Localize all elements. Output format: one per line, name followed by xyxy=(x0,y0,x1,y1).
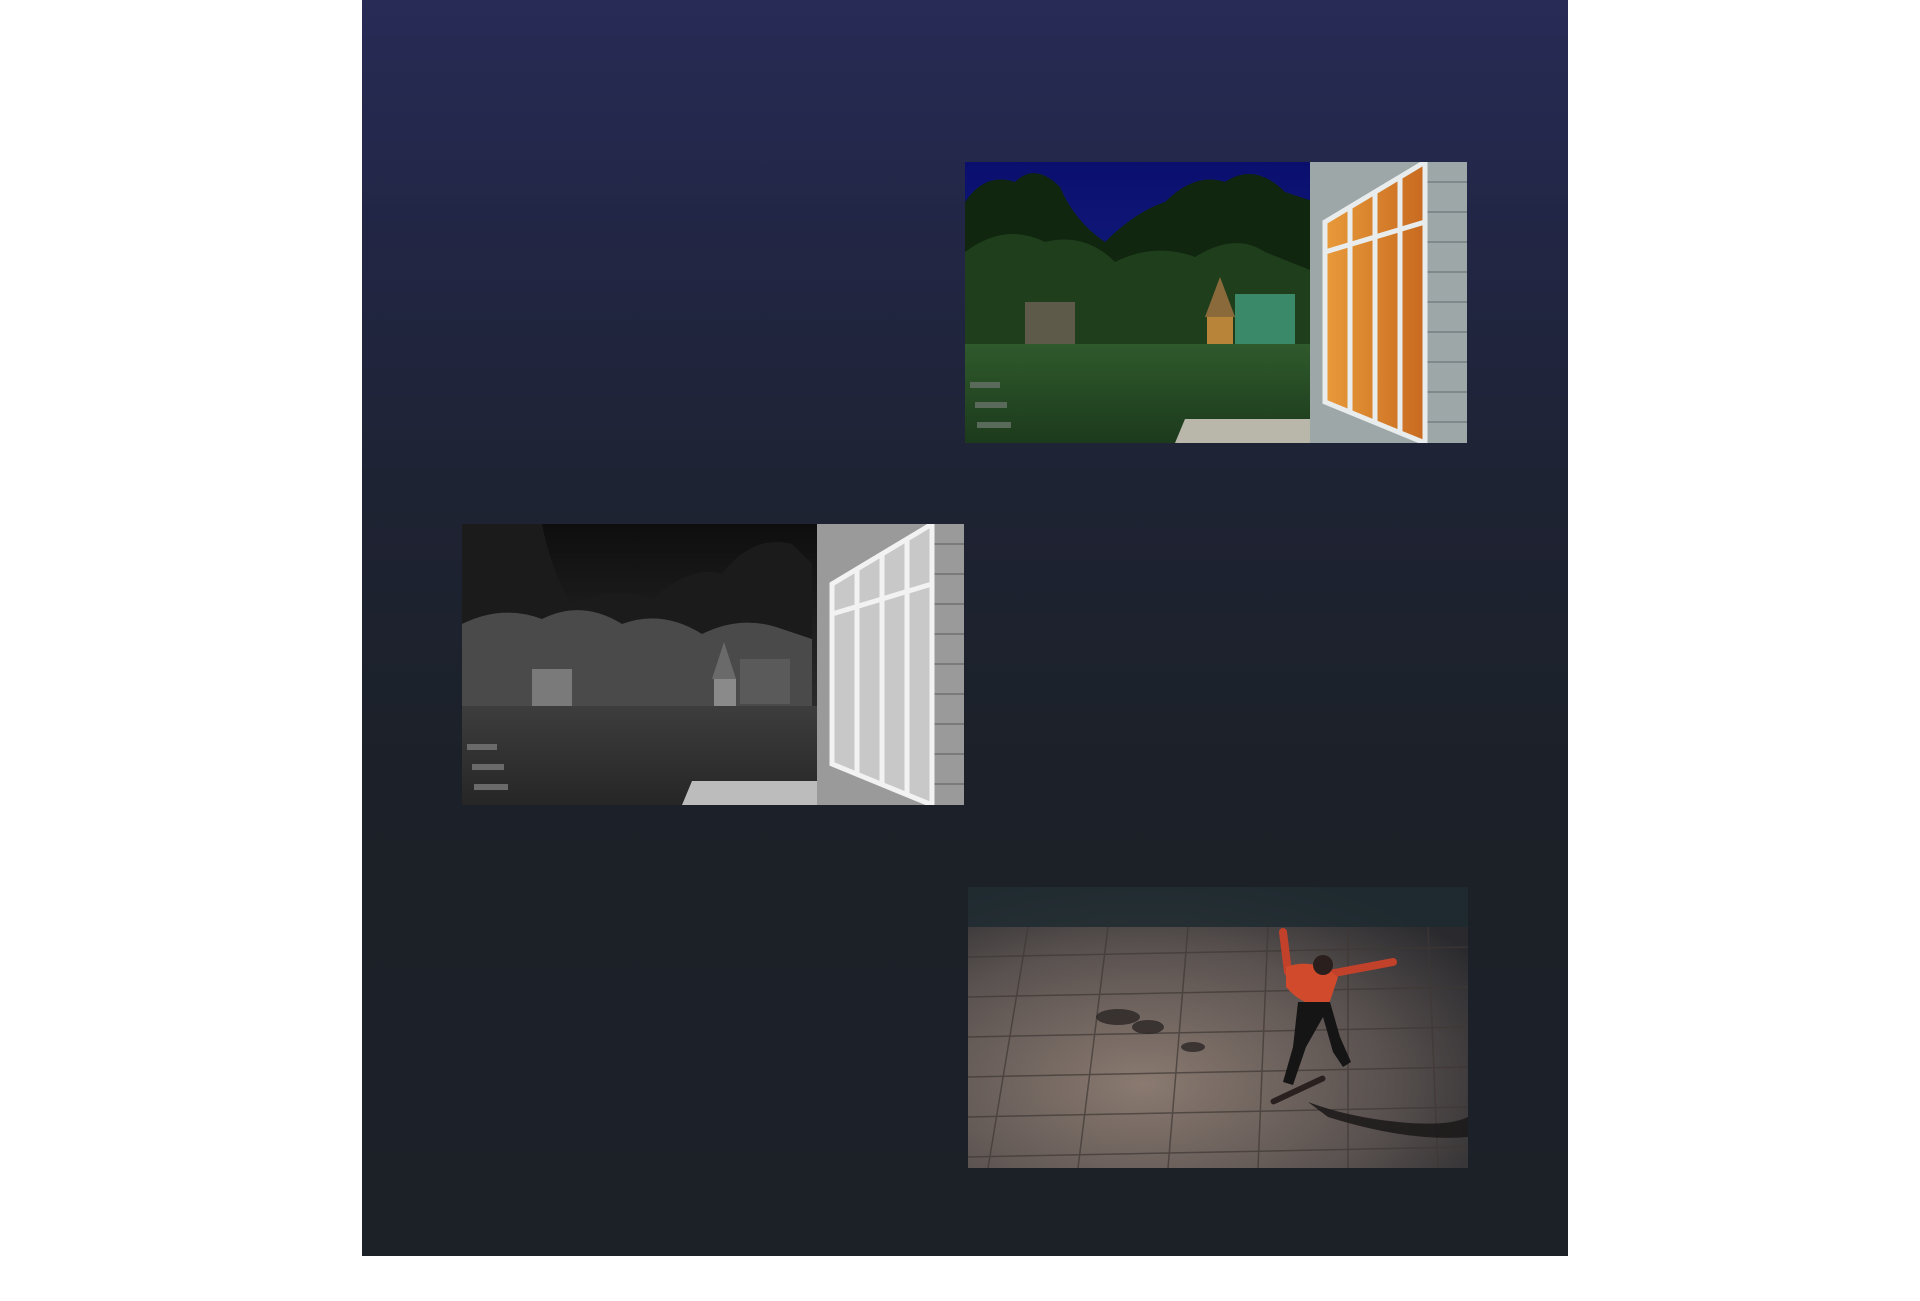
photo-skateboarder xyxy=(968,887,1468,1168)
night-garden-grayscale-photo[interactable] xyxy=(462,524,964,805)
photo-night-garden-grayscale xyxy=(462,524,964,805)
gallery-panel xyxy=(362,0,1568,1256)
photo-night-garden-color xyxy=(965,162,1467,443)
night-skateboarder-photo[interactable] xyxy=(968,887,1468,1168)
night-garden-color-photo[interactable] xyxy=(965,162,1467,443)
